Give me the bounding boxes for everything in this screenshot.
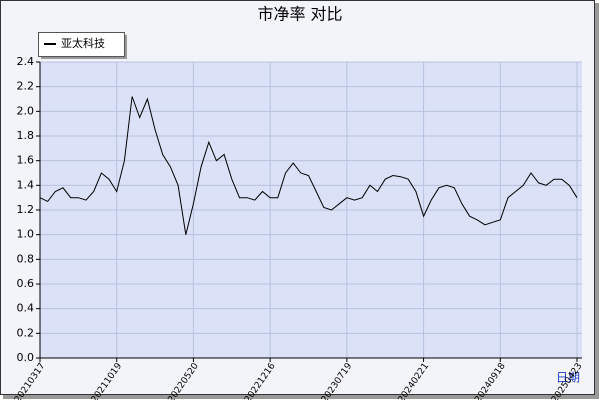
series-line: [39, 96, 578, 235]
y-tick-label: 0.0: [17, 351, 35, 364]
y-tick-label: 1.0: [17, 228, 35, 241]
y-tick-label: 1.2: [17, 203, 35, 216]
y-tick-label: 1.6: [17, 154, 35, 167]
y-tick-label: 2.4: [17, 55, 35, 68]
legend-label: 亚太科技: [61, 36, 105, 50]
x-axis-label: 日期: [556, 371, 580, 385]
y-tick-label: 2.0: [17, 104, 35, 117]
y-tick-label: 0.4: [17, 302, 35, 315]
y-tick-label: 1.8: [17, 129, 35, 142]
chart-title: 市净率 对比: [257, 5, 342, 24]
y-tick-label: 2.2: [17, 80, 35, 93]
y-tick-label: 0.6: [17, 277, 35, 290]
y-tick-label: 0.8: [17, 252, 35, 265]
y-tick-label: 1.4: [17, 178, 35, 191]
y-tick-label: 0.2: [17, 326, 35, 339]
legend: 亚太科技: [38, 32, 127, 59]
legend-box: [38, 32, 125, 57]
